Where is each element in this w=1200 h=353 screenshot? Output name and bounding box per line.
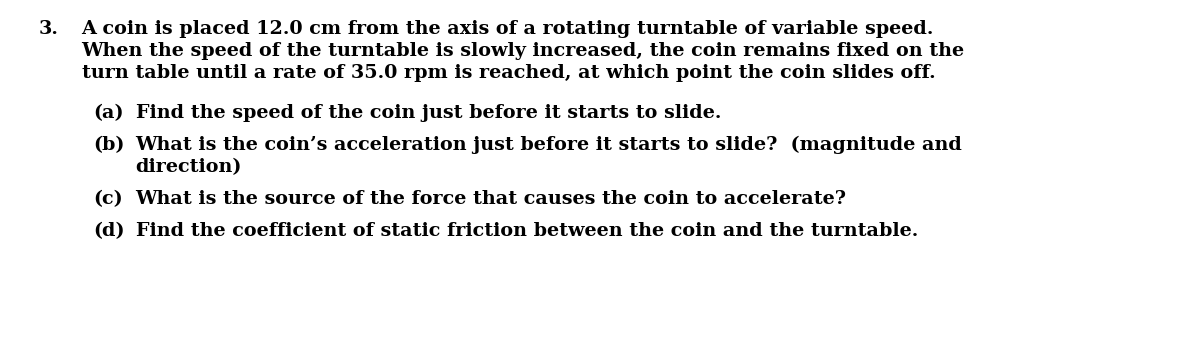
Text: (c): (c) <box>94 190 124 208</box>
Text: (d): (d) <box>94 222 125 240</box>
Text: direction): direction) <box>136 158 242 176</box>
Text: 3.: 3. <box>38 20 59 38</box>
Text: turn table until a rate of 35.0 rpm is reached, at which point the coin slides o: turn table until a rate of 35.0 rpm is r… <box>82 64 935 82</box>
Text: Find the speed of the coin just before it starts to slide.: Find the speed of the coin just before i… <box>136 104 721 122</box>
Text: Find the coefficient of static friction between the coin and the turntable.: Find the coefficient of static friction … <box>136 222 918 240</box>
Text: A coin is placed 12.0 cm from the axis of a rotating turntable of variable speed: A coin is placed 12.0 cm from the axis o… <box>82 20 934 38</box>
Text: What is the source of the force that causes the coin to accelerate?: What is the source of the force that cau… <box>136 190 847 208</box>
Text: (a): (a) <box>94 104 125 122</box>
Text: What is the coin’s acceleration just before it starts to slide?  (magnitude and: What is the coin’s acceleration just bef… <box>136 136 962 154</box>
Text: When the speed of the turntable is slowly increased, the coin remains fixed on t: When the speed of the turntable is slowl… <box>82 42 965 60</box>
Text: (b): (b) <box>94 136 125 154</box>
